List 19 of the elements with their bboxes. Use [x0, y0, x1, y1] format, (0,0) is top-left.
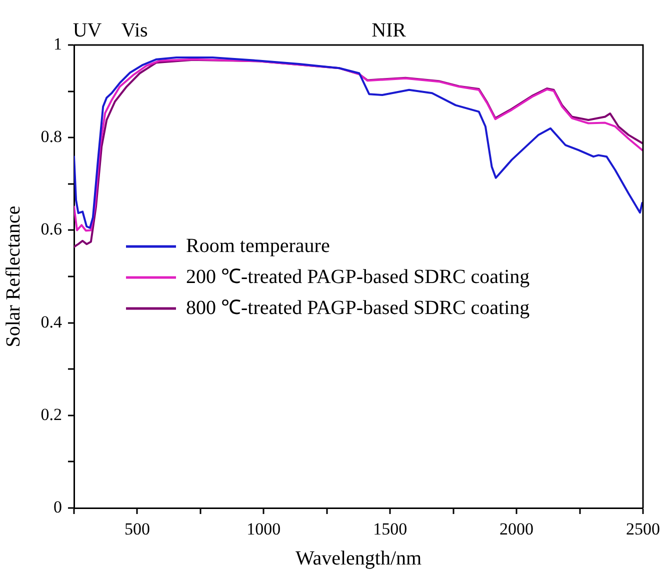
legend-label: 200 ℃-treated PAGP-based SDRC coating [186, 266, 530, 288]
x-tick-label: 1000 [246, 520, 281, 539]
legend-label: 800 ℃-treated PAGP-based SDRC coating [186, 296, 530, 319]
x-tick-label: 2500 [626, 520, 660, 539]
x-tick-label: 2000 [500, 520, 534, 539]
y-axis-title: Solar Reflectance [2, 206, 24, 348]
text: NIR [372, 19, 407, 42]
y-tick-label: 0 [54, 497, 62, 516]
y-tick-label: 0.2 [40, 404, 62, 424]
x-tick-label: 500 [124, 520, 150, 539]
y-tick-label: 0.8 [40, 127, 62, 146]
text: UV [72, 19, 102, 42]
y-tick-label: 0.6 [40, 220, 62, 239]
y-tick-label: 0.4 [40, 312, 62, 332]
text: Vis [121, 19, 148, 42]
x-tick-label: 1500 [373, 520, 408, 539]
y-tick-label: 1 [54, 34, 62, 54]
x-axis-title: Wavelength/nm [295, 547, 422, 570]
legend-label: Room temperaure [186, 234, 330, 257]
